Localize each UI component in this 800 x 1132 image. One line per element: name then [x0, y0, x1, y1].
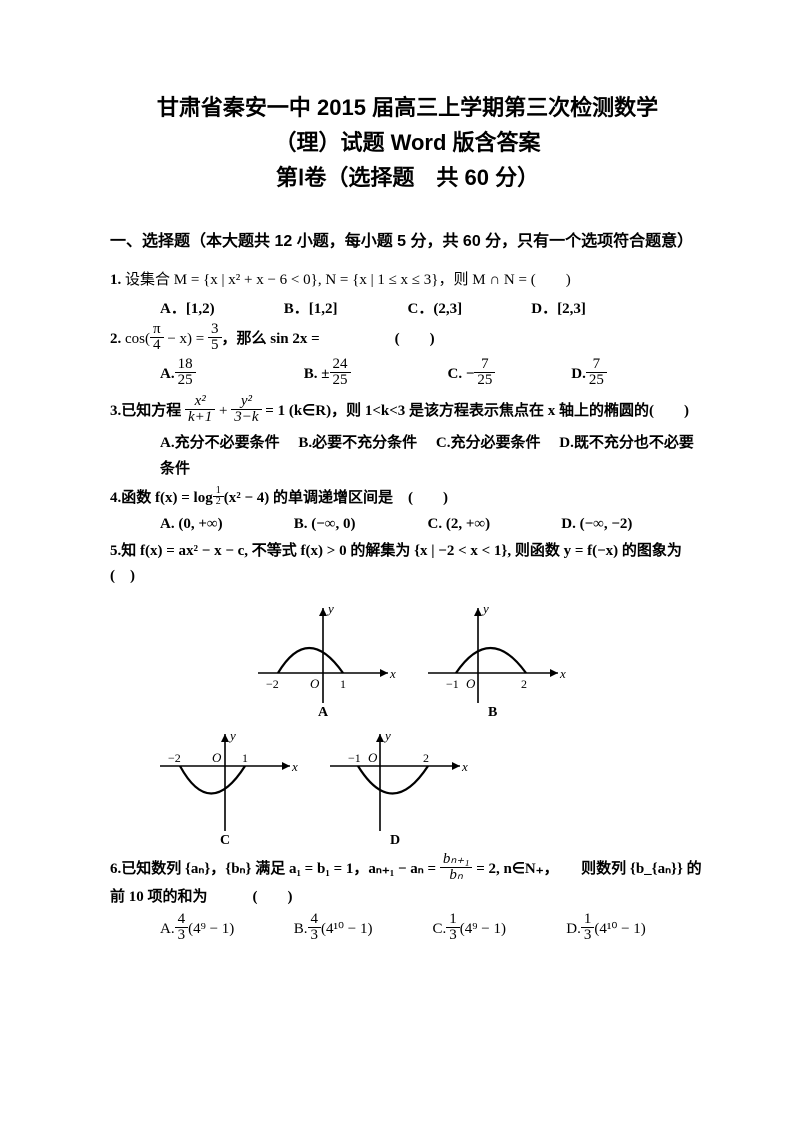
q4-label: 4. [110, 490, 121, 506]
question-6: 6.已知数列 {aₙ}，{bₙ} 满足 a₁ = b₁ = 1，aₙ₊₁ − a… [110, 854, 705, 911]
q5-text: 知 f(x) = ax² − x − c, 不等式 f(x) > 0 的解集为 … [110, 543, 682, 585]
q1-opt-b: B．[1,2] [284, 297, 404, 318]
svg-text:C: C [220, 833, 230, 846]
svg-text:O: O [212, 750, 222, 765]
q2-frac1: π4 [150, 322, 164, 353]
q2-opt-c: C. −725 [448, 359, 568, 390]
svg-text:x: x [461, 759, 468, 774]
svg-text:2: 2 [423, 751, 429, 765]
svg-text:O: O [466, 676, 476, 691]
svg-text:−2: −2 [266, 677, 279, 691]
q1-opt-c: C．(2,3] [408, 297, 528, 318]
q2-frac2: 35 [208, 322, 222, 353]
q6-label: 6. [110, 861, 121, 877]
graphs-row-2: x y −2 1 O C x y −1 2 O D [110, 726, 705, 846]
q4-opt-d: D. (−∞, −2) [561, 516, 691, 533]
svg-text:1: 1 [340, 677, 346, 691]
graph-b: x y −1 2 O B [418, 598, 568, 718]
q2-text-end: ，那么 sin 2x = ( ) [222, 331, 435, 347]
title-line-3: 第Ⅰ卷（选择题 共 60 分） [110, 160, 705, 195]
svg-text:O: O [368, 750, 378, 765]
svg-text:y: y [481, 601, 489, 616]
svg-text:2: 2 [521, 677, 527, 691]
q3-end: = 1 (k∈R)，则 1<k<3 是该方程表示焦点在 x 轴上的椭圆的( ) [262, 403, 689, 419]
graph-d: x y −1 2 O D [320, 726, 470, 846]
section-header: 一、选择题（本大题共 12 小题，每小题 5 分，共 60 分，只有一个选项符合… [110, 226, 705, 258]
svg-text:−2: −2 [168, 751, 181, 765]
svg-text:O: O [310, 676, 320, 691]
title-line-1: 甘肃省秦安一中 2015 届高三上学期第三次检测数学 [110, 90, 705, 125]
q2-label: 2. [110, 331, 121, 347]
question-1: 1. 设集合 M = {x | x² + x − 6 < 0}, N = {x … [110, 268, 705, 294]
question-3: 3.已知方程 x²k+1 + y²3−k = 1 (k∈R)，则 1<k<3 是… [110, 396, 705, 427]
q3-frac2: y²3−k [231, 394, 261, 425]
q1-options: A．[1,2) B．[1,2] C．(2,3] D．[2,3] [110, 297, 705, 318]
graph-a: x y −2 1 O A [248, 598, 398, 718]
q6-opt-a: A. 43(4⁹ − 1) [160, 914, 290, 945]
q2-opt-d: D. 725 [571, 359, 671, 390]
svg-text:x: x [389, 666, 396, 681]
svg-text:B: B [488, 705, 497, 718]
q3-frac1: x²k+1 [185, 394, 215, 425]
q4-sub: 12 [213, 486, 224, 507]
q6-pre: 已知数列 {aₙ}，{bₙ} 满足 a₁ = b₁ = 1，aₙ₊₁ − aₙ … [121, 861, 440, 877]
q1-text: 设集合 M = {x | x² + x − 6 < 0}, N = {x | 1… [125, 272, 571, 288]
q4-opt-c: C. (2, +∞) [428, 516, 558, 533]
q4-opt-a: A. (0, +∞) [160, 516, 290, 533]
question-5: 5.知 f(x) = ax² − x − c, 不等式 f(x) > 0 的解集… [110, 539, 705, 590]
q4-options: A. (0, +∞) B. (−∞, 0) C. (2, +∞) D. (−∞,… [110, 516, 705, 533]
graph-c: x y −2 1 O C [150, 726, 300, 846]
q1-label: 1. [110, 272, 121, 288]
q3-opt-c: C.充分必要条件 [436, 435, 541, 451]
page-title: 甘肃省秦安一中 2015 届高三上学期第三次检测数学 （理）试题 Word 版含… [110, 90, 705, 196]
q3-pre: 已知方程 [121, 403, 185, 419]
question-2: 2. cos(π4 − x) = 35，那么 sin 2x = ( ) [110, 324, 705, 355]
q6-frac: bₙ₊₁bₙ [440, 852, 473, 883]
q3-opt-a: A.充分不必要条件 [160, 435, 280, 451]
q1-opt-d: D．[2,3] [531, 297, 651, 318]
q6-opt-b: B. 43(4¹⁰ − 1) [294, 914, 429, 945]
exam-page: 甘肃省秦安一中 2015 届高三上学期第三次检测数学 （理）试题 Word 版含… [0, 0, 800, 1001]
q2-text-mid: − x) = [164, 331, 208, 347]
q3-label: 3. [110, 403, 121, 419]
q1-opt-a: A．[1,2) [160, 297, 280, 318]
svg-text:x: x [559, 666, 566, 681]
q4-end: (x² − 4) 的单调递增区间是 ( ) [224, 490, 448, 506]
q2-text-pre: cos( [125, 331, 150, 347]
svg-text:x: x [291, 759, 298, 774]
q3-opt-b: B.必要不充分条件 [298, 435, 417, 451]
svg-text:y: y [326, 601, 334, 616]
graphs-row-1: x y −2 1 O A x y −1 2 O B [110, 598, 705, 718]
title-line-2: （理）试题 Word 版含答案 [110, 125, 705, 160]
q6-options: A. 43(4⁹ − 1) B. 43(4¹⁰ − 1) C. 13(4⁹ − … [110, 914, 705, 945]
svg-text:1: 1 [242, 751, 248, 765]
q2-opt-b: B. ±2425 [304, 359, 444, 390]
q4-text: 函数 f(x) = log [121, 490, 212, 506]
svg-text:A: A [318, 705, 329, 718]
svg-text:y: y [383, 728, 391, 743]
svg-text:D: D [390, 833, 400, 846]
svg-text:−1: −1 [446, 677, 459, 691]
q2-opt-a: A. 1825 [160, 359, 300, 390]
q5-label: 5. [110, 543, 121, 559]
svg-text:−1: −1 [348, 751, 361, 765]
svg-text:y: y [228, 728, 236, 743]
q6-opt-d: D. 13(4¹⁰ − 1) [566, 914, 696, 945]
q2-options: A. 1825 B. ±2425 C. −725 D. 725 [110, 359, 705, 390]
q6-opt-c: C. 13(4⁹ − 1) [433, 914, 563, 945]
question-4: 4.函数 f(x) = log12(x² − 4) 的单调递增区间是 ( ) [110, 486, 705, 512]
q3-options: A.充分不必要条件 B.必要不充分条件 C.充分必要条件 D.既不充分也不必要条… [110, 431, 705, 482]
q4-opt-b: B. (−∞, 0) [294, 516, 424, 533]
